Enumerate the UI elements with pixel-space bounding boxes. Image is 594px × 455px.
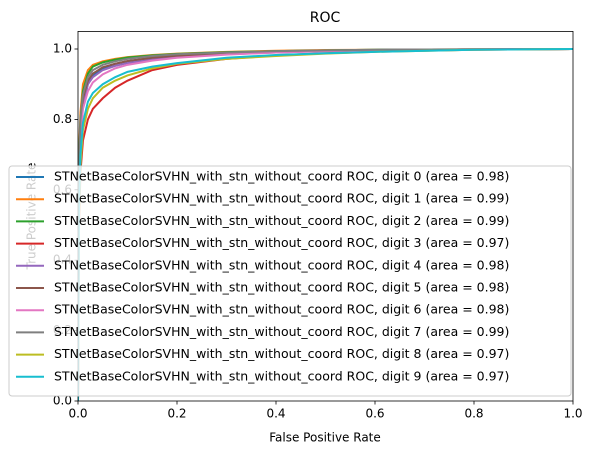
legend-label: STNetBaseColorSVHN_with_stn_without_coor…: [54, 213, 509, 228]
legend-label: STNetBaseColorSVHN_with_stn_without_coor…: [54, 368, 509, 383]
x-tick-label: 0.8: [464, 407, 483, 421]
legend-label: STNetBaseColorSVHN_with_stn_without_coor…: [54, 169, 509, 184]
y-tick-label: 0.8: [53, 112, 72, 126]
roc-curve: [78, 48, 573, 402]
x-tick-label: 1.0: [563, 407, 582, 421]
legend-label: STNetBaseColorSVHN_with_stn_without_coor…: [54, 235, 509, 250]
roc-curve: [78, 48, 573, 402]
legend-label: STNetBaseColorSVHN_with_stn_without_coor…: [54, 346, 509, 361]
x-tick-label: 0.6: [365, 407, 384, 421]
legend-label: STNetBaseColorSVHN_with_stn_without_coor…: [54, 191, 509, 206]
legend-label: STNetBaseColorSVHN_with_stn_without_coor…: [54, 324, 509, 339]
legend-label: STNetBaseColorSVHN_with_stn_without_coor…: [54, 302, 509, 317]
legend-label: STNetBaseColorSVHN_with_stn_without_coor…: [54, 280, 509, 295]
legend-box: [8, 165, 572, 397]
x-tick-label: 0.2: [167, 407, 186, 421]
y-tick-label: 0.0: [53, 394, 72, 408]
x-tick-label: 0.0: [68, 407, 87, 421]
x-tick-label: 0.4: [266, 407, 285, 421]
legend-label: STNetBaseColorSVHN_with_stn_without_coor…: [54, 257, 509, 272]
chart-title: ROC: [310, 10, 341, 26]
y-tick-label: 1.0: [53, 42, 72, 56]
x-axis-label: False Positive Rate: [269, 431, 381, 445]
